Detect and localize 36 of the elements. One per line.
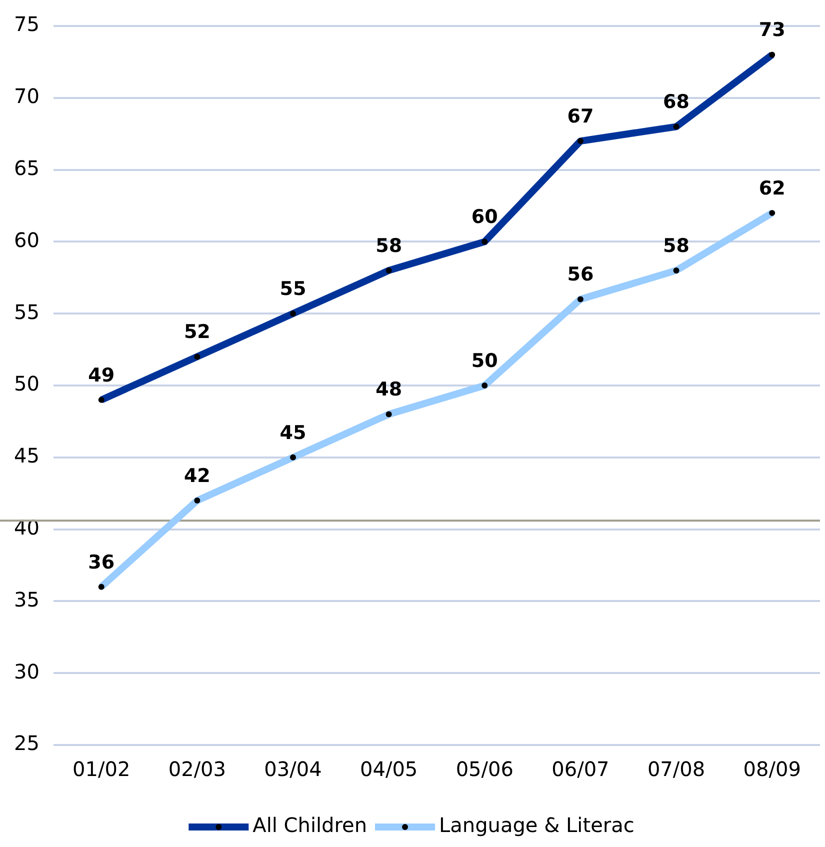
data-label: 45 xyxy=(280,422,306,444)
x-tick-label: 03/04 xyxy=(264,757,322,782)
data-label: 50 xyxy=(471,350,498,372)
y-tick-label: 35 xyxy=(14,587,40,612)
y-tick-label: 60 xyxy=(14,228,40,252)
data-label: 48 xyxy=(376,378,402,401)
legend-label: Language & Literac xyxy=(439,813,634,838)
data-label: 52 xyxy=(184,321,210,344)
data-label: 56 xyxy=(567,264,594,286)
x-tick-label: 05/06 xyxy=(456,757,514,782)
data-label: 55 xyxy=(280,278,306,300)
y-tick-label: 50 xyxy=(14,372,40,396)
legend-label: All Children xyxy=(252,813,368,838)
y-tick-label: 70 xyxy=(14,84,40,108)
y-tick-label: 75 xyxy=(14,12,40,36)
data-label: 60 xyxy=(471,206,498,228)
x-tick-label: 06/07 xyxy=(552,757,610,782)
y-tick-label: 45 xyxy=(14,444,40,468)
y-tick-label: 55 xyxy=(14,300,40,324)
x-tick-label: 04/05 xyxy=(360,757,418,782)
y-tick-label: 25 xyxy=(14,731,40,756)
data-label: 67 xyxy=(567,105,594,128)
y-tick-label: 65 xyxy=(14,156,40,180)
x-tick-label: 01/02 xyxy=(72,757,130,782)
data-label: 62 xyxy=(758,177,786,200)
data-label: 73 xyxy=(758,19,786,42)
data-label: 58 xyxy=(663,234,690,257)
data-label: 49 xyxy=(88,364,115,386)
data-label: 36 xyxy=(88,551,115,574)
data-label: 58 xyxy=(376,234,402,257)
x-tick-label: 02/03 xyxy=(168,757,226,782)
data-label: 42 xyxy=(184,464,210,487)
data-label: 68 xyxy=(663,91,690,114)
y-tick-label: 30 xyxy=(14,659,40,684)
x-tick-label: 08/09 xyxy=(743,757,801,782)
x-tick-label: 07/08 xyxy=(647,757,706,782)
